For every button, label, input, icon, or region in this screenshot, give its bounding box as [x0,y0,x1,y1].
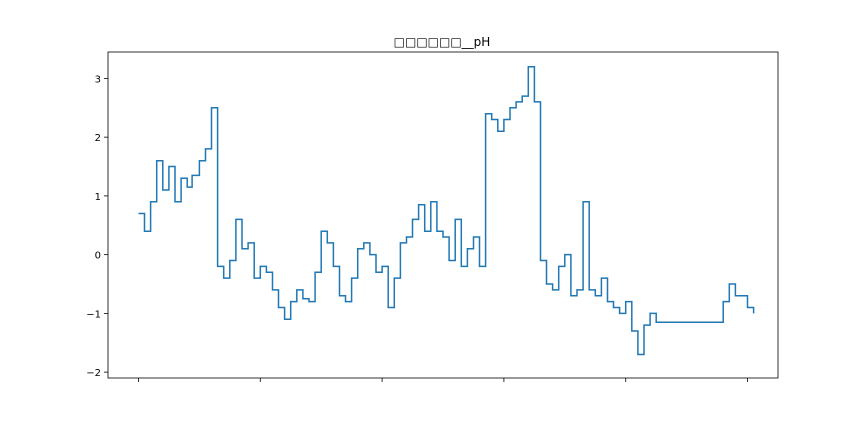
series-line-0 [138,65,755,356]
y-tick-label-0: −2 [86,368,101,379]
x-axis [138,378,748,382]
y-tick-label-4: 2 [95,133,101,144]
plot-area [138,65,755,356]
chart-title: □□□□□□__pH [394,35,491,49]
plot-frame [107,51,779,379]
y-tick-label-2: 0 [95,251,101,262]
y-tick-label-3: 1 [95,192,101,203]
y-axis: −2 −1 0 1 2 3 [86,74,108,379]
y-tick-label-5: 3 [95,74,101,85]
y-tick-label-1: −1 [86,309,101,320]
